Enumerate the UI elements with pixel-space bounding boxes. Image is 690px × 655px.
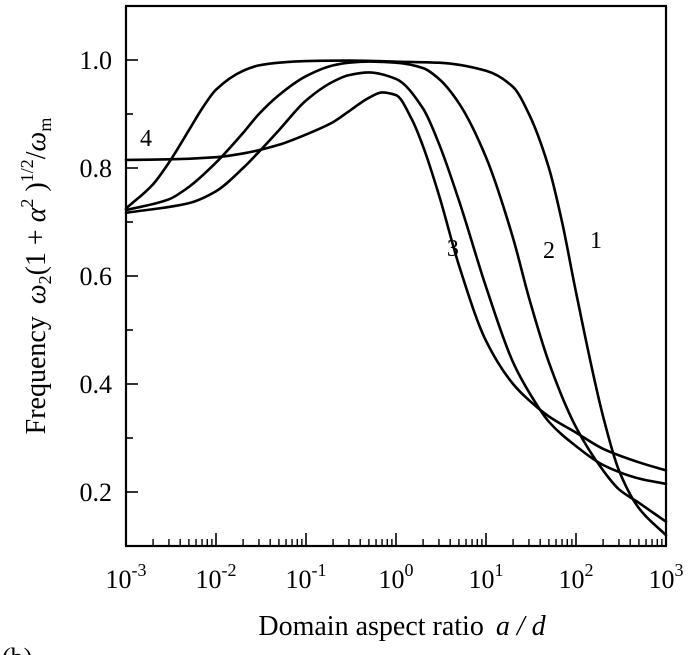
series-line-1 (124, 59, 668, 537)
x-tick-label: 10-1 (286, 560, 327, 594)
x-tick-label: 103 (649, 560, 684, 594)
series-line-4 (124, 91, 668, 472)
plot-frame (124, 4, 668, 548)
x-minor-ticks (152, 539, 663, 546)
curve-label-1: 1 (590, 228, 602, 254)
curve-labels: 1 2 3 4 (140, 126, 602, 264)
y-ticks: 0.2 0.4 0.6 0.8 1.0 (80, 46, 138, 507)
series-line-3 (124, 71, 668, 486)
curve-label-2: 2 (543, 238, 555, 264)
curve-label-4: 4 (140, 126, 152, 152)
x-tick-label: 101 (469, 560, 504, 594)
y-tick-label: 0.4 (80, 370, 113, 399)
y-axis-title-group: Frequencyω2(1 + α2 )1/2/ωm (17, 118, 55, 435)
x-tick-label: 102 (559, 560, 594, 594)
panel-tag: (b) (2, 643, 32, 655)
curve-label-3: 3 (447, 236, 459, 262)
series-group (124, 59, 668, 537)
series-line-2 (124, 60, 668, 523)
x-tick-label: 10-3 (106, 560, 147, 594)
y-tick-label: 1.0 (80, 46, 113, 75)
y-tick-label: 0.8 (80, 154, 113, 183)
y-tick-label: 0.2 (80, 478, 113, 507)
x-tick-label: 10-2 (196, 560, 237, 594)
x-tick-label: 100 (379, 560, 414, 594)
y-axis-title: Frequencyω2(1 + α2 )1/2/ωm (17, 118, 55, 435)
x-major-ticks (125, 533, 667, 546)
x-axis-title: Domain aspect ratio a / d (258, 611, 546, 642)
y-tick-label: 0.6 (80, 262, 113, 291)
x-tick-labels: 10-3 10-2 10-1 100 101 102 103 (106, 560, 684, 594)
